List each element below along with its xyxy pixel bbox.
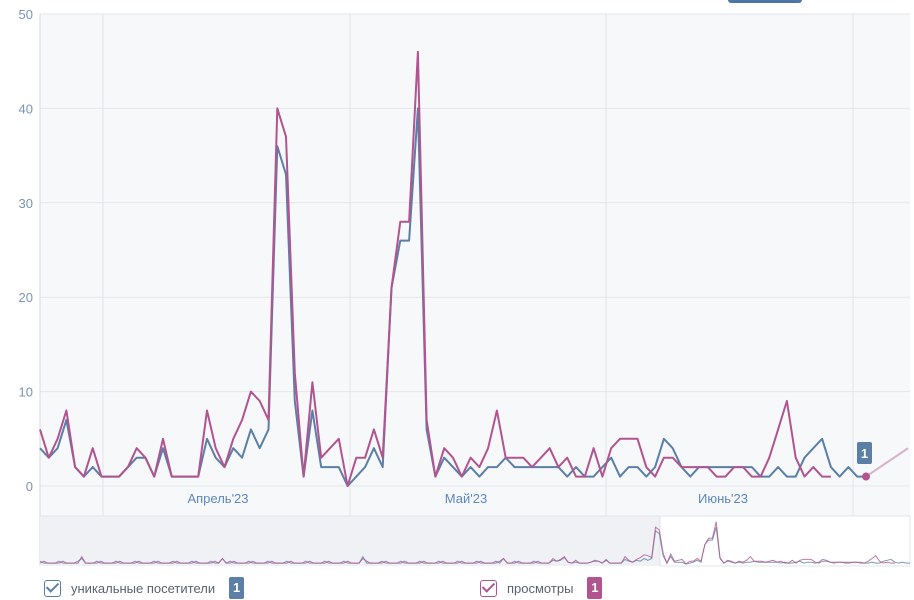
series-line-views <box>39 50 831 487</box>
series-lines <box>39 50 909 487</box>
navigator-unselected-area <box>40 516 660 566</box>
legend-item-views[interactable]: просмотры 1 <box>480 576 603 600</box>
projection-line <box>865 447 909 478</box>
legend-label-unique-visitors: уникальные посетители <box>71 580 216 596</box>
y-axis: 50 40 30 20 10 0 <box>19 7 33 494</box>
top-toolbar-button-edge[interactable] <box>728 0 802 3</box>
x-tick-label: Май'23 <box>445 491 487 506</box>
x-axis: Апрель'23 Май'23 Июнь'23 <box>187 491 748 506</box>
legend-label-views: просмотры <box>507 580 574 596</box>
navigator-series-line <box>39 521 895 565</box>
grid <box>39 13 910 566</box>
badge-views: 1 <box>587 577 603 599</box>
line-chart: 50 40 30 20 10 0 Апрель'23 Май'23 Июнь'23 1 <box>19 7 911 567</box>
legend-item-unique-visitors[interactable]: уникальные посетители 1 <box>44 576 245 600</box>
x-tick-label: Июнь'23 <box>698 491 748 506</box>
y-tick-label: 20 <box>19 290 33 305</box>
y-tick-label: 0 <box>26 479 33 494</box>
y-tick-label: 40 <box>19 101 33 116</box>
current-point-marker <box>862 472 870 481</box>
checkbox-unique-visitors[interactable] <box>44 579 61 597</box>
series-markers: 1 <box>857 442 872 481</box>
checkbox-views[interactable] <box>480 579 497 597</box>
badge-unique-visitors: 1 <box>229 577 245 599</box>
x-tick-label: Апрель'23 <box>187 491 248 506</box>
y-tick-label: 10 <box>19 385 33 400</box>
current-value-label: 1 <box>861 446 868 461</box>
y-tick-label: 50 <box>19 7 33 22</box>
current-value-badge <box>857 442 872 464</box>
range-navigator <box>39 515 911 567</box>
y-tick-label: 30 <box>19 196 33 211</box>
plot-background <box>40 14 910 516</box>
